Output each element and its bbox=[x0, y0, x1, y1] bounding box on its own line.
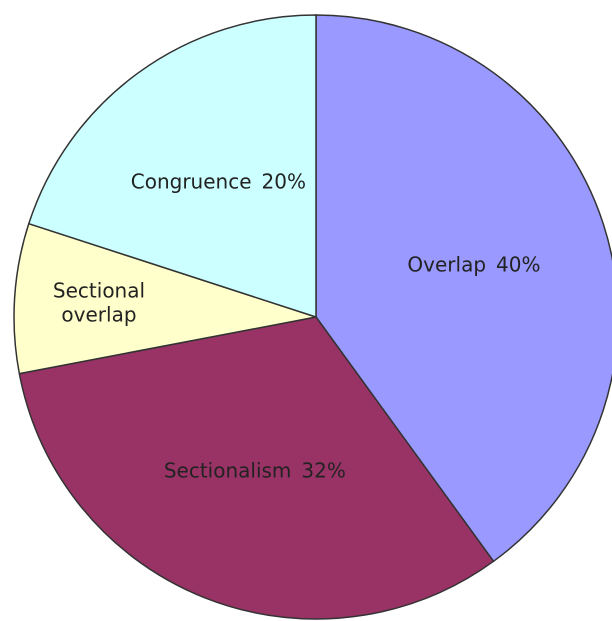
data-label: Overlap 40% bbox=[407, 252, 540, 276]
label-name: Congruence bbox=[131, 169, 252, 193]
data-label: Sectionalism 32% bbox=[164, 458, 346, 482]
label-name: Overlap bbox=[407, 252, 486, 276]
label-name: Sectional overlap bbox=[53, 278, 145, 326]
label-line: overlap bbox=[61, 302, 136, 326]
label-line: Sectional bbox=[53, 278, 145, 302]
slice bbox=[315, 14, 612, 563]
data-label: Congruence 20% bbox=[131, 169, 306, 193]
slice bbox=[13, 222, 317, 375]
slice bbox=[27, 14, 317, 319]
slice bbox=[18, 316, 495, 620]
value-label: 32% bbox=[301, 458, 345, 482]
value-label: 40% bbox=[496, 252, 540, 276]
value-label: 20% bbox=[262, 169, 306, 193]
label-name: Sectionalism bbox=[164, 458, 292, 482]
data-label: Sectional overlap bbox=[53, 278, 145, 326]
